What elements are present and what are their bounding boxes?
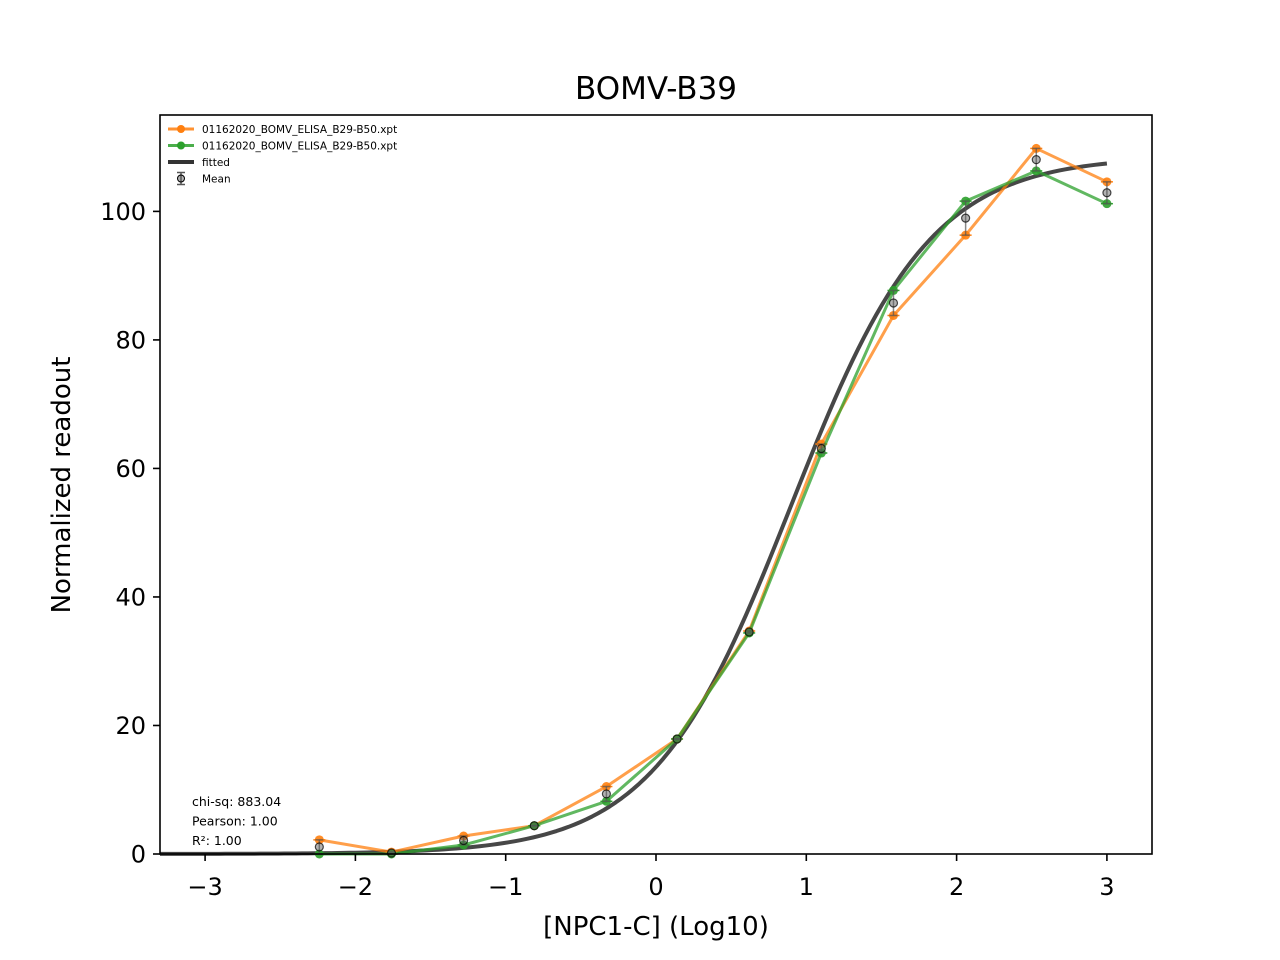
x-tick-label: 0 [648,873,663,901]
plot-background [160,115,1152,854]
legend-swatch-marker [177,125,185,133]
mean-point [1031,155,1041,165]
mean-marker [816,443,826,454]
x-tick-label: 2 [949,873,964,901]
y-tick-label: 40 [115,583,146,611]
mean-marker [386,848,397,858]
x-axis-label: [NPC1-C] (Log10) [543,912,769,942]
mean-point [1102,188,1112,198]
mean-point [888,298,899,308]
legend-label: Mean [202,174,231,186]
fit-statistics: chi-sq: 883.04 Pearson: 1.00 R²: 1.00 [192,794,281,848]
x-tick-label: 1 [799,873,814,901]
stat-line: Pearson: 1.00 [192,814,278,829]
mean-marker [1031,147,1041,172]
legend-entry-fitted: fitted [168,157,230,169]
x-tick-label: −3 [187,873,222,901]
mean-marker [961,200,971,236]
x-tick-label: 3 [1099,873,1114,901]
y-tick-label: 60 [115,455,146,483]
mean-point [314,842,324,852]
legend-label: 01162020_BOMV_ELISA_B29-B50.xpt [202,141,397,153]
mean-point [961,213,971,223]
x-tick-label: −2 [338,873,373,901]
y-tick-label: 0 [131,841,146,869]
legend-swatch-marker [177,141,185,150]
x-axis: −3 −2 −1 0 1 2 3 [187,854,1115,901]
stat-line: R²: 1.00 [192,833,242,848]
legend: 01162020_BOMV_ELISA_B29-B50.xpt 01162020_… [168,124,397,186]
y-tick-label: 100 [100,198,146,226]
mean-point [529,821,539,831]
mean-marker [744,627,754,637]
stat-line: chi-sq: 883.04 [192,794,281,809]
chart-title: BOMV-B39 [575,71,737,107]
mean-marker [672,734,682,744]
y-tick-label: 20 [115,712,146,740]
mean-marker [1102,181,1112,205]
mean-point [744,627,754,637]
y-axis-label: Normalized readout [47,357,77,614]
mean-point [386,848,397,858]
legend-swatch-marker [177,174,185,183]
plot-area [159,114,1153,859]
mean-marker [888,289,899,317]
mean-point [672,734,682,744]
legend-entry-series-2: 01162020_BOMV_ELISA_B29-B50.xpt [168,141,397,153]
legend-label: fitted [202,157,230,169]
mean-marker [601,785,612,803]
legend-entry-mean: Mean [177,171,231,186]
x-tick-label: −1 [488,873,523,901]
legend-label: 01162020_BOMV_ELISA_B29-B50.xpt [202,124,397,136]
mean-marker [529,821,539,831]
mean-point [459,835,469,846]
mean-point [601,789,612,799]
mean-point [816,443,826,454]
series-line [319,169,1108,856]
y-axis: 0 20 40 60 80 100 [100,198,160,869]
legend-entry-series-1: 01162020_BOMV_ELISA_B29-B50.xpt [168,124,397,136]
mean-marker [459,835,469,846]
y-tick-label: 80 [115,326,146,354]
